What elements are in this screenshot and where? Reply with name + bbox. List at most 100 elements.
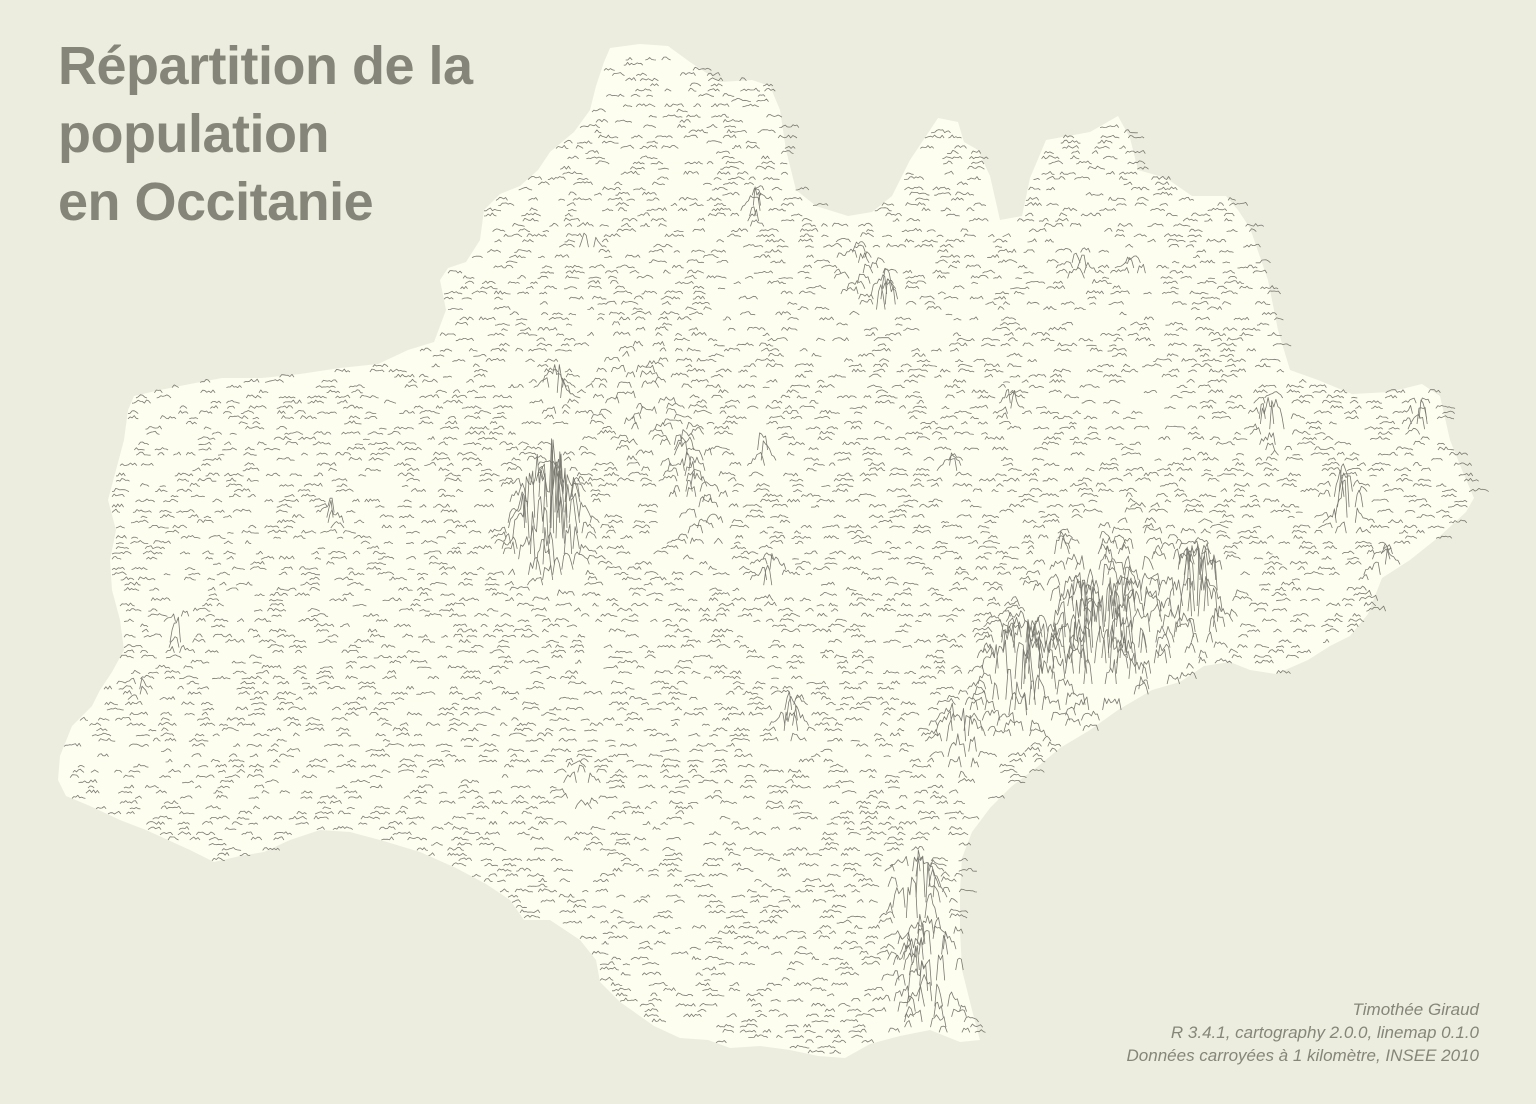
density-line: [511, 862, 958, 903]
density-line: [146, 820, 917, 825]
density-line: [87, 784, 944, 789]
density-line: [79, 696, 1100, 721]
density-line: [650, 82, 774, 87]
density-line: [494, 238, 1227, 243]
density-line: [644, 996, 967, 1012]
density-line: [111, 454, 1468, 508]
density-line: [119, 622, 1299, 659]
density-line: [139, 472, 1447, 487]
density-line: [211, 857, 968, 862]
title-line-3: en Occitanie: [58, 172, 374, 232]
density-line: [419, 345, 1257, 352]
density-line: [568, 187, 1173, 196]
density-line: [72, 764, 1045, 773]
credit-author: Timothée Giraud: [1352, 1000, 1479, 1019]
density-line: [111, 461, 1489, 492]
density-line: [185, 397, 1428, 425]
density-line: [147, 574, 1361, 617]
density-line: [563, 139, 1113, 144]
density-line: [537, 181, 1170, 186]
density-line: [208, 841, 972, 846]
density-line: [123, 542, 1367, 591]
density-line: [96, 710, 1099, 732]
density-line: [97, 733, 1044, 758]
density-line: [560, 165, 1149, 170]
density-line: [483, 206, 1235, 217]
density-line: [334, 364, 1285, 373]
density-line: [579, 124, 1120, 128]
density-line: [498, 186, 1249, 206]
density-line: [127, 405, 1455, 414]
density-line: [217, 852, 884, 856]
density-line: [123, 606, 1300, 648]
population-density-lines: [63, 56, 1489, 1054]
density-line: [509, 310, 1278, 316]
density-line: [715, 1039, 875, 1044]
density-line: [103, 648, 1150, 690]
density-line: [159, 831, 969, 836]
density-line: [190, 622, 1274, 664]
density-line: [598, 134, 1145, 139]
density-line: [119, 548, 1377, 607]
map-credits: Timothée Giraud R 3.4.1, cartography 2.0…: [1127, 998, 1479, 1067]
density-line: [111, 496, 1393, 555]
density-line: [221, 846, 925, 851]
density-line: [115, 439, 1445, 529]
density-line: [167, 836, 929, 841]
density-line: [495, 193, 1236, 201]
density-line: [197, 429, 1430, 440]
density-line: [716, 1014, 984, 1028]
density-line: [111, 538, 1336, 570]
density-line: [152, 815, 980, 820]
density-line: [115, 461, 1474, 477]
density-line: [85, 788, 959, 794]
density-line: [599, 954, 946, 981]
density-line: [648, 113, 783, 118]
density-line: [507, 849, 948, 898]
density-line: [527, 868, 942, 888]
density-line: [471, 248, 1201, 258]
density-line: [499, 340, 1292, 347]
density-line: [625, 56, 671, 61]
density-line: [615, 992, 871, 997]
density-line: [501, 326, 1261, 331]
density-line: [140, 642, 1197, 680]
density-line: [558, 232, 1261, 248]
density-line: [63, 741, 1062, 747]
density-line: [519, 902, 969, 914]
density-line: [722, 1025, 986, 1033]
density-line: [789, 1044, 836, 1049]
density-line: [130, 449, 1468, 524]
density-line: [602, 913, 964, 934]
density-line: [122, 678, 1149, 695]
density-line: [71, 792, 1005, 799]
density-line: [165, 757, 1046, 763]
density-line: [599, 945, 964, 971]
density-line: [562, 170, 1138, 175]
density-line: [135, 440, 1469, 456]
density-line: [612, 960, 928, 992]
density-line: [150, 576, 1379, 602]
density-line: [131, 389, 1431, 404]
density-line: [523, 876, 968, 919]
density-line: [165, 438, 1425, 534]
density-line: [625, 77, 747, 82]
density-line: [208, 572, 1372, 596]
density-line: [591, 108, 688, 113]
density-line: [279, 370, 1238, 378]
density-line: [115, 469, 1479, 482]
density-line: [111, 463, 1457, 498]
density-line: [169, 601, 1330, 643]
density-line: [115, 470, 1453, 539]
density-line: [439, 331, 1282, 336]
density-line: [451, 856, 947, 867]
density-line: [643, 1001, 967, 1018]
density-line: [731, 98, 769, 102]
density-line: [487, 244, 1234, 253]
density-line: [111, 525, 1391, 560]
density-line: [199, 364, 1307, 383]
density-line: [595, 160, 1146, 165]
density-line: [127, 399, 1455, 420]
density-line: [585, 150, 1146, 154]
density-line: [145, 398, 1425, 430]
